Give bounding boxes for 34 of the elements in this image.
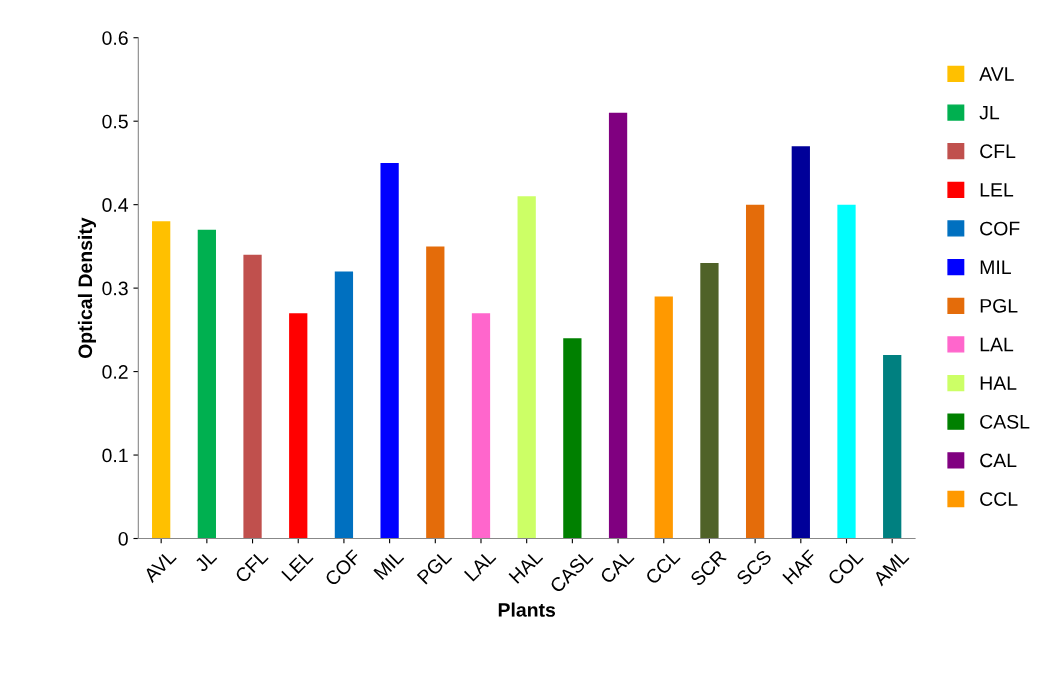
legend-label: HAL xyxy=(980,376,1017,390)
x-tick-label: LAL xyxy=(463,549,497,582)
legend-label: CFL xyxy=(980,144,1016,159)
x-tick-label: MIL xyxy=(373,549,405,580)
x-tick-label: COL xyxy=(827,549,864,586)
y-tick-label: 0 xyxy=(118,531,128,546)
x-tick-label: LEL xyxy=(281,549,314,582)
x-tick-label: PGL xyxy=(416,549,453,585)
x-tick-label: CFL xyxy=(234,549,269,584)
y-tick-label: 0.4 xyxy=(102,198,129,212)
x-tick-label: AVL xyxy=(142,549,177,584)
x-tick-label: HAL xyxy=(508,549,544,584)
x-tick-label: AML xyxy=(872,549,910,587)
x-tick-label: JL xyxy=(193,549,218,573)
x-tick-label: CAL xyxy=(599,549,635,585)
x-tick-label: SCS xyxy=(735,549,773,586)
legend-label: CASL xyxy=(980,414,1030,429)
y-tick-label: 0.2 xyxy=(102,365,128,379)
y-tick-label: 0.5 xyxy=(102,114,128,129)
legend-label: MIL xyxy=(980,260,1011,274)
y-axis-title: Optical Density xyxy=(77,217,97,359)
legend-label: PGL xyxy=(980,298,1018,313)
y-tick-label: 0.1 xyxy=(102,448,128,463)
legend-label: CAL xyxy=(980,453,1017,468)
legend-label: LAL xyxy=(980,337,1014,352)
legend-label: CCL xyxy=(980,492,1018,506)
y-tick-label: 0.3 xyxy=(102,281,128,296)
x-axis-title: Plants xyxy=(498,602,556,617)
legend-label: AVL xyxy=(979,67,1014,81)
legend-label: JL xyxy=(979,105,1000,120)
legend-label: COF xyxy=(980,221,1020,236)
legend-label: LEL xyxy=(980,183,1014,197)
x-tick-label: CCL xyxy=(644,549,681,586)
y-tick-label: 0.6 xyxy=(102,31,128,45)
